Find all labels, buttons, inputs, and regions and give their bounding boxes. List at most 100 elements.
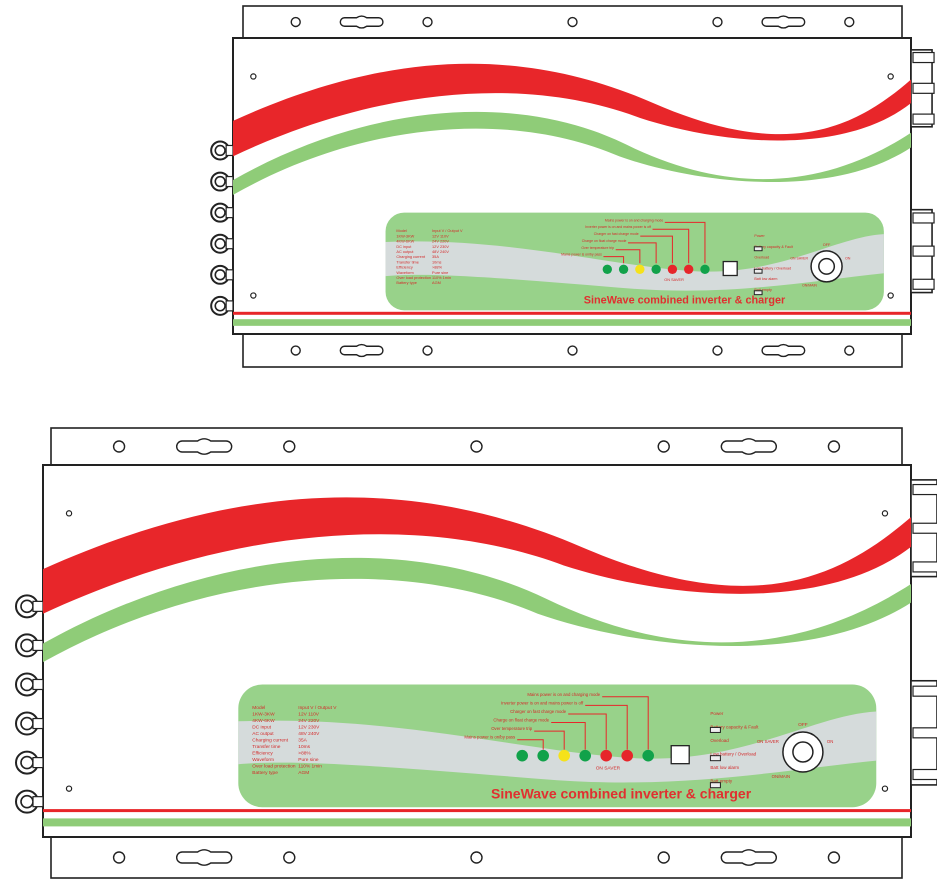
status-led: [651, 264, 661, 274]
mount-hole: [470, 440, 483, 453]
spec-label: 1KW-3KW: [252, 712, 275, 718]
mount-slot: [720, 438, 777, 455]
spec-label: Efficiency: [252, 750, 273, 756]
mount-slot: [176, 849, 233, 866]
switch-off-label: OFF: [798, 722, 808, 728]
control-panel: Model Input V / Output V 1KW-3KW 12V 110V 4K…: [385, 212, 884, 311]
mount-hole: [657, 851, 670, 864]
spec-value: 12V 230V: [432, 245, 449, 249]
bottom-mounting-bracket: [242, 333, 903, 368]
dip-switch-label: Low battery / Overload: [754, 266, 791, 270]
callout-leader: [603, 256, 625, 264]
cable-glands: [210, 140, 234, 316]
status-led: [667, 264, 678, 274]
mount-slot: [339, 343, 384, 358]
dip-switch-label: Batt low alarm: [710, 765, 739, 770]
mount-hole: [827, 851, 841, 864]
mount-hole: [290, 16, 301, 28]
spec-label: 4KW-6KW: [252, 718, 275, 724]
spec-value: 10ms: [432, 260, 441, 264]
mount-hole: [422, 16, 433, 28]
mount-hole: [712, 345, 723, 356]
switch-on-label: ON: [827, 739, 833, 744]
switch-off-label: OFF: [823, 243, 831, 247]
mount-hole: [827, 440, 841, 453]
dip-switch[interactable]: [709, 726, 721, 733]
status-led: [618, 264, 629, 274]
spec-value: Pure sine: [432, 271, 448, 275]
mount-slot: [761, 343, 806, 358]
spec-label: Model: [396, 229, 407, 233]
red-stripe: [43, 809, 911, 813]
green-stripe: [43, 818, 911, 827]
led-callout-label: Inverter power is on and mains power is …: [585, 225, 651, 229]
spec-label: Waveform: [252, 757, 274, 763]
top-mounting-bracket: [50, 427, 903, 466]
dip-switch-label: Batt empty: [754, 288, 772, 292]
switch-main-label: ON/MAIN: [772, 774, 790, 779]
switch-saver-label: ON SAVER: [757, 739, 779, 744]
led-callout-label: Mains power is on and charging mode: [605, 218, 663, 222]
reset-button[interactable]: [722, 260, 738, 277]
spec-value: >88%: [432, 266, 443, 270]
cable-glands: [15, 594, 44, 814]
mount-hole: [712, 16, 723, 28]
corner-screw: [881, 510, 889, 517]
status-led: [684, 264, 694, 274]
spec-label: Over load protection: [252, 763, 296, 769]
corner-screw: [250, 292, 257, 299]
spec-value: 110% 1min: [432, 276, 451, 280]
mount-hole: [422, 345, 433, 356]
led-callout-label: Over temperature trip: [491, 726, 533, 731]
callout-leader: [551, 722, 586, 750]
dip-switch-label: Power: [754, 234, 765, 238]
corner-screw: [65, 785, 73, 792]
spec-value: 35A: [298, 737, 307, 743]
spec-value: 24V 220V: [298, 718, 320, 724]
right-terminal-block: [910, 479, 937, 786]
corner-screw: [887, 292, 894, 299]
spec-value: 10ms: [298, 744, 310, 750]
spec-value: AGM: [432, 281, 441, 285]
dip-switch-label: Overload: [754, 256, 769, 260]
led-group-label: ON SAVER: [596, 766, 621, 772]
led-callout-label: Mains power is on/by pass: [561, 253, 602, 257]
spec-value: 110% 1min: [298, 763, 322, 769]
status-led: [635, 264, 645, 274]
spec-label: Transfer time: [396, 260, 419, 264]
red-sine-ribbon: [43, 497, 911, 614]
corner-screw: [881, 785, 889, 792]
dip-switch[interactable]: [709, 782, 721, 789]
reset-button[interactable]: [670, 745, 690, 765]
spec-label: Charging current: [252, 737, 288, 743]
mount-slot: [720, 849, 777, 866]
status-led: [700, 264, 710, 274]
mount-hole: [283, 851, 296, 864]
spec-value: 12V 110V: [298, 712, 320, 718]
spec-value: 12V 230V: [298, 724, 320, 730]
dip-switch[interactable]: [709, 755, 721, 762]
led-callout-label: Charger on fast charge mode: [594, 232, 639, 236]
status-led: [600, 749, 613, 762]
bottom-mounting-bracket: [50, 836, 903, 879]
corner-screw: [250, 73, 257, 80]
inverter-unit-1: Model Input V / Output V 1KW-3KW 12V 110V 4K…: [210, 5, 935, 368]
spec-value: 24V 220V: [432, 240, 449, 244]
spec-value: Input V / Output V: [432, 229, 463, 233]
mount-slot: [761, 15, 806, 29]
spec-label: 1KW-3KW: [396, 234, 414, 238]
dip-switch[interactable]: [753, 290, 763, 296]
dip-switch[interactable]: [753, 246, 763, 252]
brand-title: SineWave combined inverter & charger: [584, 294, 786, 306]
mount-hole: [112, 851, 126, 864]
led-callout-label: Mains power is on and charging mode: [527, 692, 600, 697]
dip-switch-label: Low battery / Overload: [710, 752, 756, 757]
callout-leader: [602, 696, 649, 750]
corner-screw: [887, 73, 894, 80]
mount-hole: [844, 16, 855, 28]
spec-value: Input V / Output V: [298, 705, 337, 711]
dip-switch[interactable]: [753, 268, 763, 274]
green-sine-ribbon: [43, 557, 911, 663]
dip-switch-label: Overload: [710, 738, 729, 743]
